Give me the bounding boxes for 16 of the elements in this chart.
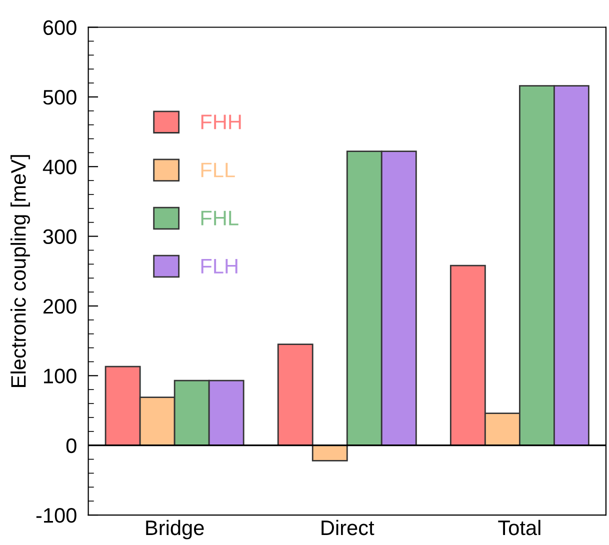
y-tick-label: 400	[42, 160, 76, 174]
y-tick-label: 300	[43, 229, 76, 244]
y-tick-label: 0	[66, 438, 76, 454]
x-tick-label: Bridge	[146, 520, 204, 540]
legend-label: FLH	[201, 258, 238, 274]
y-tick-label: 100	[44, 368, 76, 384]
y-tick-label: -100	[36, 508, 76, 523]
legend-label: FHL	[201, 210, 238, 226]
x-tick-label: Total	[498, 520, 540, 536]
x-tick-label: Direct	[322, 520, 374, 536]
y-tick-label: 200	[43, 298, 76, 314]
y-axis-title: Electronic coupling [meV]	[10, 155, 30, 387]
y-tick-label: 600	[43, 20, 76, 36]
legend-label: FHH	[201, 114, 241, 130]
y-tick-label: 500	[43, 90, 76, 105]
legend-label: FLL	[201, 162, 235, 178]
